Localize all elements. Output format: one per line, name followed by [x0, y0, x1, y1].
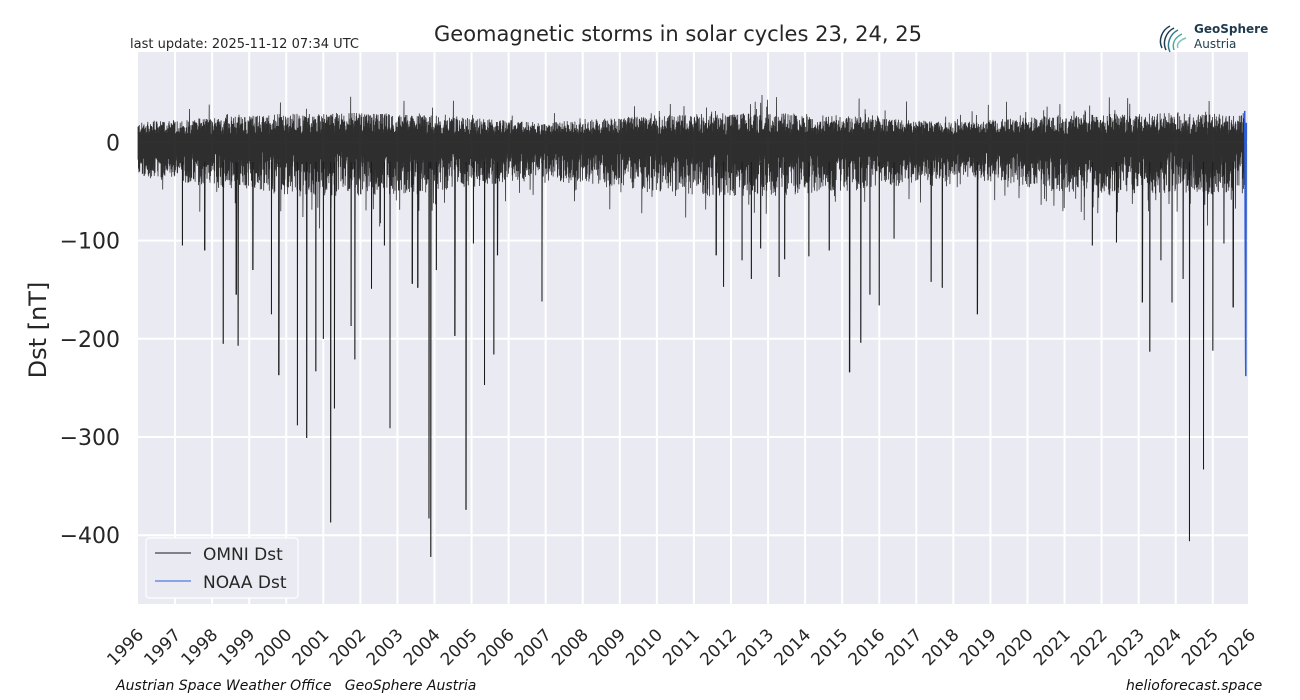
legend-omni-label: OMNI Dst [203, 545, 283, 565]
x-tick-label: 2005 [437, 625, 482, 670]
x-tick-label: 2008 [548, 625, 593, 670]
logo-subname: Austria [1194, 37, 1237, 51]
y-ticks: 0 −100 −200 −300 −400 [60, 131, 120, 549]
x-ticks: 1996199719981999200020012002200320042005… [103, 625, 1260, 670]
x-tick-label: 2016 [845, 625, 890, 670]
x-tick-label: 2019 [956, 625, 1001, 670]
geosphere-logo: GeoSphere Austria [1156, 20, 1269, 54]
x-tick-label: 2015 [808, 625, 853, 670]
y-axis-label: Dst [nT] [24, 282, 52, 379]
y-tick-label: −200 [60, 328, 120, 353]
chart-title: Geomagnetic storms in solar cycles 23, 2… [434, 22, 922, 46]
x-tick-label: 2026 [1215, 625, 1260, 670]
x-tick-label: 1997 [140, 625, 185, 670]
x-tick-label: 1996 [103, 625, 148, 670]
x-tick-label: 2018 [919, 625, 964, 670]
x-tick-label: 2013 [733, 625, 778, 670]
legend: OMNI Dst NOAA Dst [145, 537, 299, 599]
geosphere-swirl-icon [1159, 25, 1187, 53]
y-tick-label: −400 [60, 524, 120, 549]
last-update-text: last update: 2025-11-12 07:34 UTC [130, 37, 359, 52]
x-tick-label: 1999 [215, 625, 260, 670]
footer-right: helioforecast.space [1126, 678, 1263, 694]
x-tick-label: 2009 [585, 625, 630, 670]
x-tick-label: 2014 [770, 625, 815, 670]
x-tick-label: 2001 [289, 625, 334, 670]
x-tick-label: 2020 [993, 625, 1038, 670]
x-tick-label: 2023 [1104, 625, 1149, 670]
omni-dst-line [137, 94, 1247, 557]
x-tick-label: 2000 [252, 625, 297, 670]
x-tick-label: 2004 [400, 625, 445, 670]
x-tick-label: 2022 [1067, 625, 1112, 670]
footer-left: Austrian Space Weather Office GeoSphere … [116, 678, 477, 694]
x-tick-label: 2003 [363, 625, 408, 670]
noaa-dst-line [1243, 110, 1248, 377]
y-tick-label: 0 [106, 131, 120, 156]
x-tick-label: 2002 [326, 625, 371, 670]
noaa-dst-series [1243, 110, 1248, 377]
x-tick-label: 2021 [1030, 625, 1075, 670]
x-tick-label: 2024 [1141, 625, 1186, 670]
omni-dst-series [137, 94, 1247, 557]
x-tick-label: 2017 [882, 625, 927, 670]
x-tick-label: 2010 [622, 625, 667, 670]
x-tick-label: 2007 [511, 625, 556, 670]
x-tick-label: 2006 [474, 625, 519, 670]
x-tick-label: 2012 [696, 625, 741, 670]
logo-name: GeoSphere [1194, 22, 1269, 36]
y-tick-label: −300 [60, 426, 120, 451]
x-tick-label: 2011 [659, 625, 704, 670]
x-tick-label: 1998 [178, 625, 223, 670]
x-tick-label: 2025 [1178, 625, 1223, 670]
y-tick-label: −100 [60, 230, 120, 255]
legend-noaa-label: NOAA Dst [203, 573, 287, 593]
